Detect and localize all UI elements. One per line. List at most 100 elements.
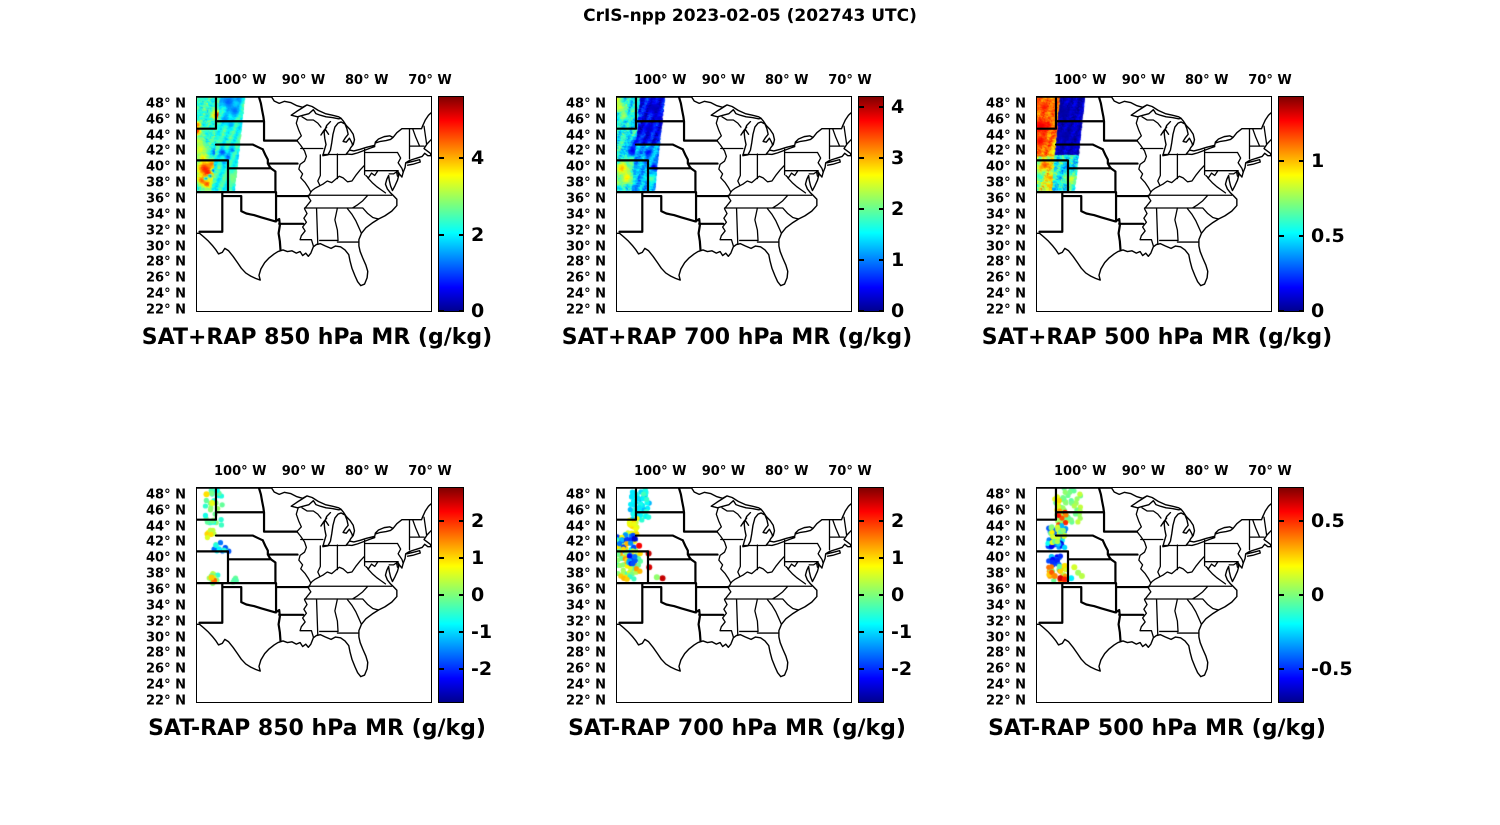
us-state-boundaries-map (197, 97, 431, 287)
lon-tick-label: 80° W (1185, 73, 1229, 88)
colorbar: 0 2 4 (438, 96, 484, 322)
lon-tick-label: 80° W (1185, 464, 1229, 479)
lat-tick-label: 30° N (146, 630, 186, 646)
colorbar-tick-label: 4 (891, 96, 905, 119)
lat-tick-label: 32° N (986, 223, 1026, 239)
lat-tick-label: 40° N (566, 159, 606, 175)
latitude-axis: 48° N 46° N 44° N 42° N 40° N 38° N 36° N 34° N… (122, 96, 190, 317)
lon-tick-label: 100° W (1054, 464, 1107, 479)
colorbar-tick-mark (859, 310, 864, 312)
latitude-axis: 48° N 46° N 44° N 42° N 40° N 38° N 36° N 34° N… (122, 487, 190, 708)
colorbar-tick-mark (459, 594, 463, 596)
lat-tick-label: 36° N (146, 582, 186, 598)
colorbar-tick-mark (1279, 310, 1284, 312)
colorbar-tick-label: 2 (891, 510, 905, 533)
lat-tick-label: 22° N (566, 302, 606, 318)
lat-tick-label: 40° N (986, 159, 1026, 175)
colorbar-tick-mark (459, 557, 463, 560)
lon-tick-label: 80° W (345, 464, 389, 479)
colorbar-tick-mark (859, 259, 864, 262)
lat-tick-label: 30° N (146, 239, 186, 255)
lat-tick-label: 34° N (986, 598, 1026, 614)
lon-tick-label: 90° W (701, 73, 746, 88)
lon-tick-label: 70° W (828, 464, 872, 479)
lat-tick-label: 32° N (146, 614, 186, 630)
panel-title: SAT+RAP 700 hPa MR (g/kg) (561, 325, 913, 350)
lat-tick-label: 36° N (986, 191, 1026, 207)
colorbar-tick-mark (459, 667, 463, 670)
lat-tick-label: 30° N (986, 239, 1026, 255)
lat-tick-label: 32° N (566, 614, 606, 630)
lat-tick-label: 34° N (146, 207, 186, 223)
colorbar-tick-label: 0 (471, 300, 485, 322)
lat-tick-label: 46° N (146, 503, 186, 519)
lat-tick-label: 22° N (566, 693, 606, 709)
colorbar-tick-mark (1279, 594, 1284, 596)
lat-tick-label: 40° N (986, 550, 1026, 566)
longitude-axis: 100° W 90° W 80° W 70° W (196, 70, 452, 94)
lat-tick-label: 38° N (146, 566, 186, 582)
lat-tick-label: 36° N (566, 191, 606, 207)
lat-tick-label: 24° N (146, 677, 186, 693)
colorbar-tick-mark (439, 667, 444, 670)
colorbar-tick-label: 4 (471, 147, 485, 170)
colorbar: -0.5 0 0.5 (1278, 487, 1353, 703)
lat-tick-label: 26° N (986, 270, 1026, 286)
lat-tick-label: 36° N (146, 191, 186, 207)
lat-tick-label: 28° N (986, 645, 1026, 661)
colorbar-tick-mark (879, 520, 883, 523)
lat-tick-label: 42° N (986, 534, 1026, 550)
colorbar-tick-mark (859, 557, 864, 560)
colorbar-tick-label: 0 (891, 300, 905, 322)
colorbar-tick-mark (459, 520, 463, 523)
colorbar-tick-mark (439, 310, 444, 312)
lat-tick-label: 48° N (146, 96, 186, 112)
colorbar-tick-label: 3 (891, 147, 905, 170)
colorbar-tick-mark (859, 667, 864, 670)
panel-title: SAT+RAP 500 hPa MR (g/kg) (981, 325, 1333, 350)
colorbar-tick-label: 0 (1311, 584, 1325, 606)
lat-tick-label: 32° N (146, 223, 186, 239)
lat-tick-label: 44° N (566, 519, 606, 535)
lat-tick-label: 24° N (566, 677, 606, 693)
lon-tick-label: 70° W (408, 464, 452, 479)
lat-tick-label: 28° N (986, 254, 1026, 270)
lat-tick-label: 34° N (566, 207, 606, 223)
colorbar-tick-label: -2 (471, 657, 493, 680)
colorbar-tick-mark (879, 594, 883, 596)
lat-tick-label: 42° N (566, 534, 606, 550)
colorbar-tick-mark (459, 310, 463, 312)
lat-tick-label: 26° N (986, 661, 1026, 677)
colorbar-tick-mark (879, 310, 883, 312)
colorbar-gradient (859, 97, 883, 311)
lat-tick-label: 32° N (566, 223, 606, 239)
colorbar-tick-label: 0.5 (1311, 509, 1345, 532)
colorbar-tick-mark (1279, 519, 1284, 522)
lon-tick-label: 100° W (1054, 73, 1107, 88)
colorbar-tick-mark (859, 157, 864, 160)
lat-tick-label: 38° N (986, 175, 1026, 191)
lat-tick-label: 34° N (146, 598, 186, 614)
lon-tick-label: 80° W (765, 464, 809, 479)
colorbar-tick-label: 0 (891, 584, 905, 606)
lon-tick-label: 100° W (634, 73, 687, 88)
lat-tick-label: 44° N (986, 519, 1026, 535)
colorbar-gradient (1279, 97, 1303, 311)
colorbar-tick-mark (439, 630, 444, 633)
colorbar-tick-mark (1299, 519, 1303, 522)
map-plot-area (196, 487, 432, 703)
panel-row-top: 100° W 90° W 80° W 70° W 48° N 46° N 44° N 42°… (0, 70, 1500, 350)
panel-grid: 100° W 90° W 80° W 70° W 48° N 46° N 44° N 42°… (0, 70, 1500, 741)
satellite-swath-layer (1037, 488, 1271, 702)
map-panel-sat-plus-rap-700: 100° W 90° W 80° W 70° W 48° N 46° N 44° N 42°… (542, 70, 932, 350)
colorbar-tick-mark (439, 520, 444, 523)
map-panel-sat-plus-rap-850: 100° W 90° W 80° W 70° W 48° N 46° N 44° N 42°… (122, 70, 512, 350)
lat-tick-label: 30° N (566, 630, 606, 646)
colorbar-tick-mark (459, 157, 463, 160)
longitude-axis: 100° W 90° W 80° W 70° W (1036, 70, 1292, 94)
lat-tick-label: 40° N (146, 159, 186, 175)
lat-tick-label: 44° N (986, 128, 1026, 144)
lat-tick-label: 48° N (986, 487, 1026, 503)
lat-tick-label: 28° N (566, 645, 606, 661)
